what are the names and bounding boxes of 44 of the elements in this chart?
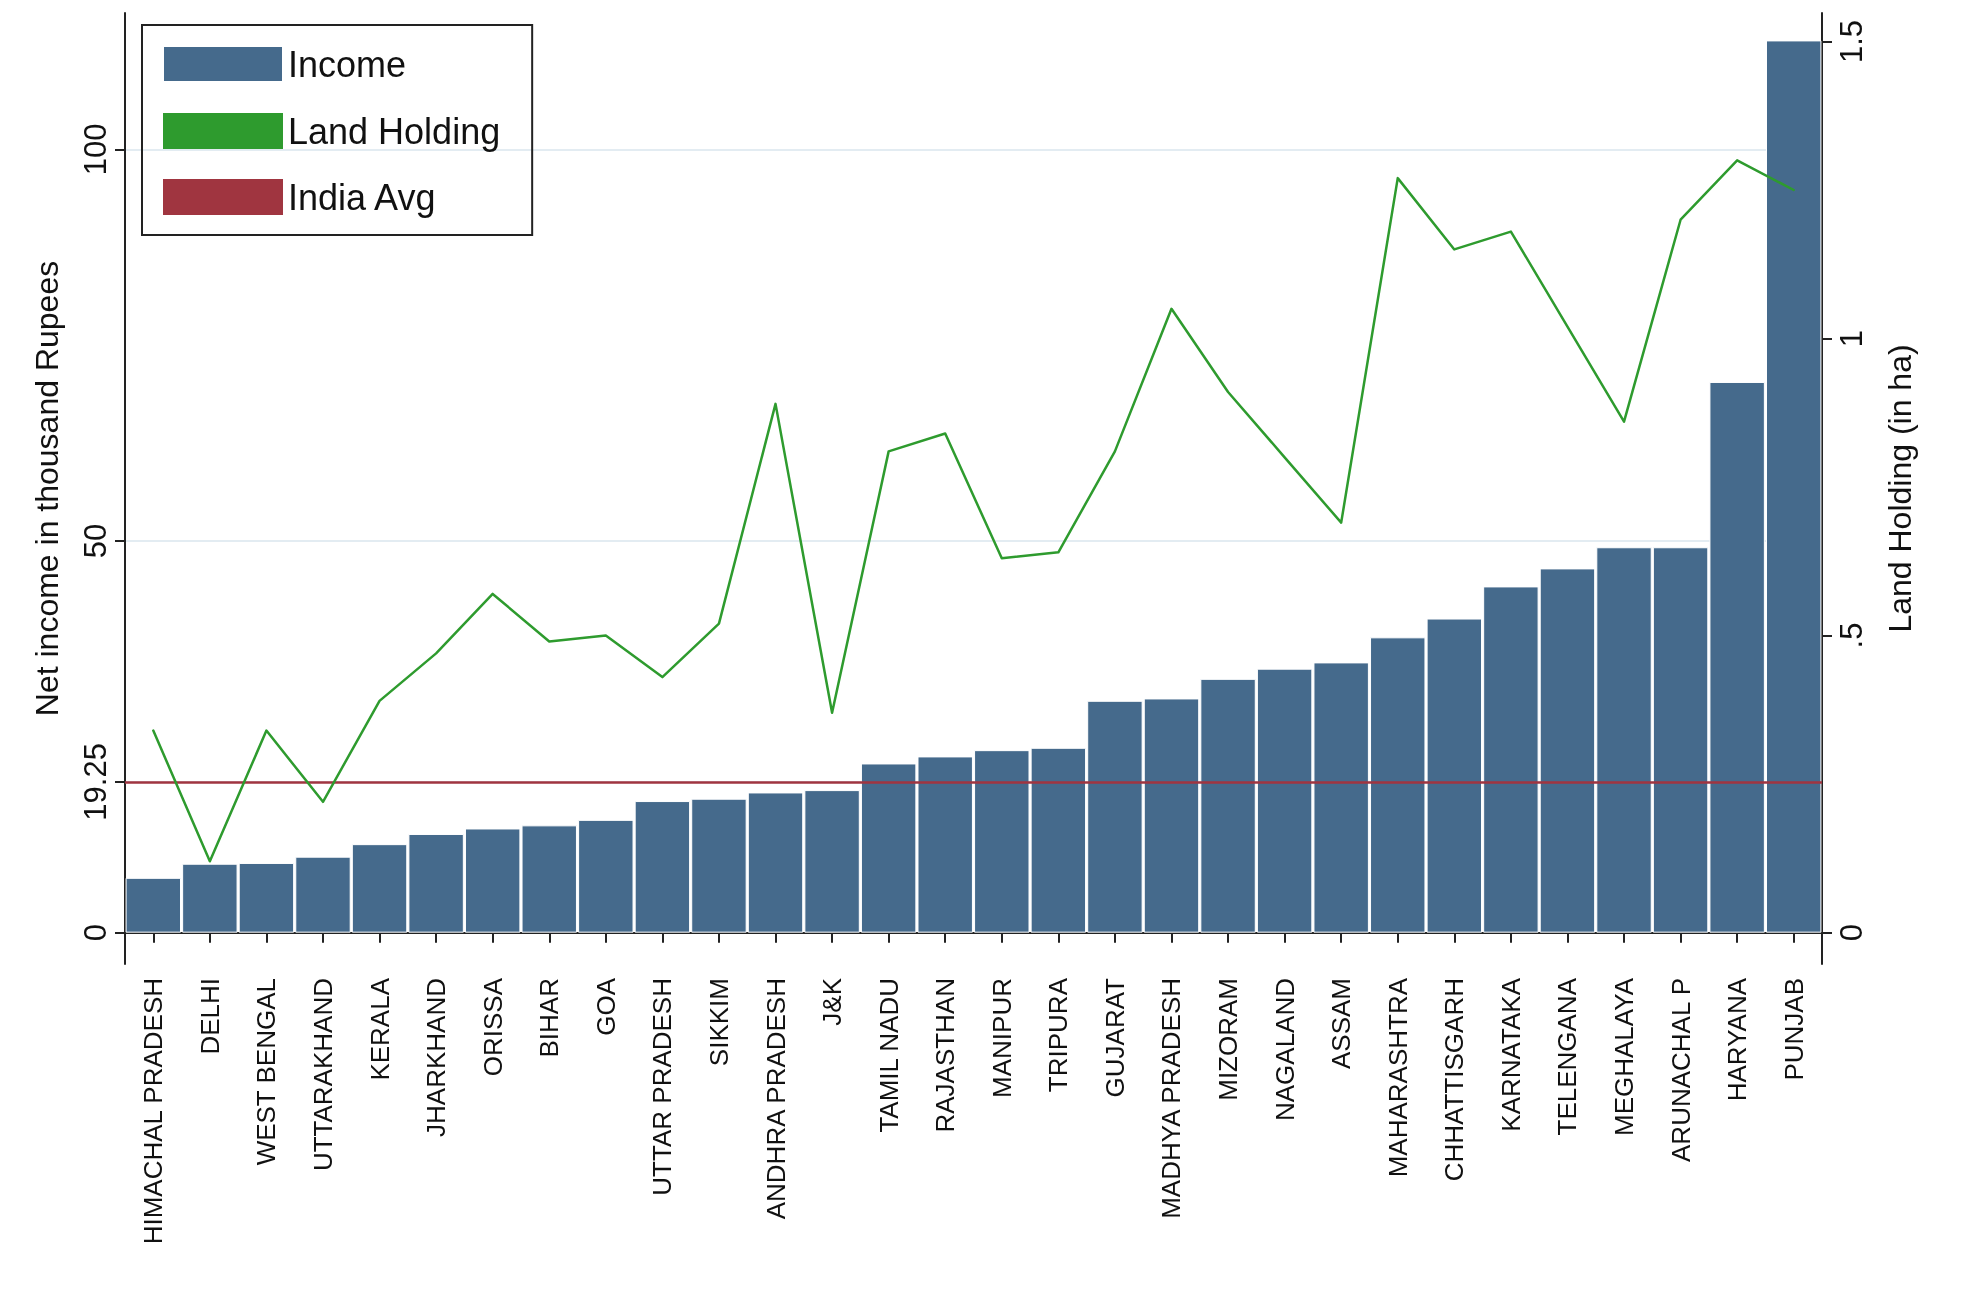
x-tick-label: KARNATAKA: [1495, 977, 1526, 1132]
y2-tick-label: .5: [1834, 622, 1869, 649]
x-tick-label: DELHI: [194, 978, 225, 1055]
x-tick-label: HIMACHAL PRADESH: [138, 978, 169, 1245]
x-tick-label: ARUNACHAL P: [1665, 978, 1696, 1162]
x-tick-label: ORISSA: [477, 977, 508, 1077]
legend-label: Income: [288, 43, 407, 85]
x-tick-label: TAMIL NADU: [873, 978, 904, 1133]
x-tick-label: ASSAM: [1326, 978, 1357, 1070]
x-tick-label: WEST BENGAL: [251, 978, 282, 1166]
x-tick-label: HARYANA: [1722, 977, 1753, 1102]
x-tick-label: MANIPUR: [986, 978, 1017, 1098]
x-tick-label: GOA: [590, 977, 621, 1036]
y2-axis-title: Land Holding (in ha): [1882, 344, 1918, 633]
y2-tick-label: 1: [1834, 329, 1869, 348]
y-tick-label: 19.25: [78, 743, 113, 821]
y-tick-label: 0: [78, 924, 113, 942]
x-tick-label: MIZORAM: [1213, 978, 1244, 1101]
x-tick-label: UTTARAKHAND: [307, 978, 338, 1172]
x-tick-label: PUNJAB: [1778, 978, 1809, 1081]
line-series: [152, 159, 1795, 863]
y-axis-title: Net income in thousand Rupees: [29, 260, 65, 717]
x-tick-label: J&K: [817, 977, 848, 1026]
x-tick-label: ANDHRA PRADESH: [760, 978, 791, 1220]
x-tick-label: MAHARASHTRA: [1382, 977, 1413, 1178]
x-tick-label: GUJARAT: [1099, 977, 1130, 1098]
legend-label: Land Holding: [288, 110, 501, 152]
x-tick-label: MEGHALAYA: [1609, 977, 1640, 1136]
x-tick-label: JHARKHAND: [421, 978, 452, 1137]
x-tick-label: CHHATTISGARH: [1439, 978, 1470, 1182]
x-tick-label: UTTAR PRADESH: [647, 978, 678, 1196]
legend-label: India Avg: [288, 176, 436, 218]
y-tick-label: 100: [78, 123, 113, 176]
y2-tick-label: 0: [1834, 923, 1869, 942]
x-tick-label: KERALA: [364, 977, 395, 1081]
x-tick-label: RAJASTHAN: [930, 978, 961, 1133]
x-tick-label: SIKKIM: [703, 978, 734, 1067]
x-tick-label: BIHAR: [534, 978, 565, 1058]
y2-tick-label: 1.5: [1834, 19, 1869, 64]
x-tick-label: NAGALAND: [1269, 978, 1300, 1122]
x-tick-label: TELENGANA: [1552, 977, 1583, 1136]
x-tick-label: TRIPURA: [1043, 977, 1074, 1093]
y-tick-label: 50: [78, 523, 113, 559]
x-tick-label: MADHYA PRADESH: [1156, 978, 1187, 1219]
